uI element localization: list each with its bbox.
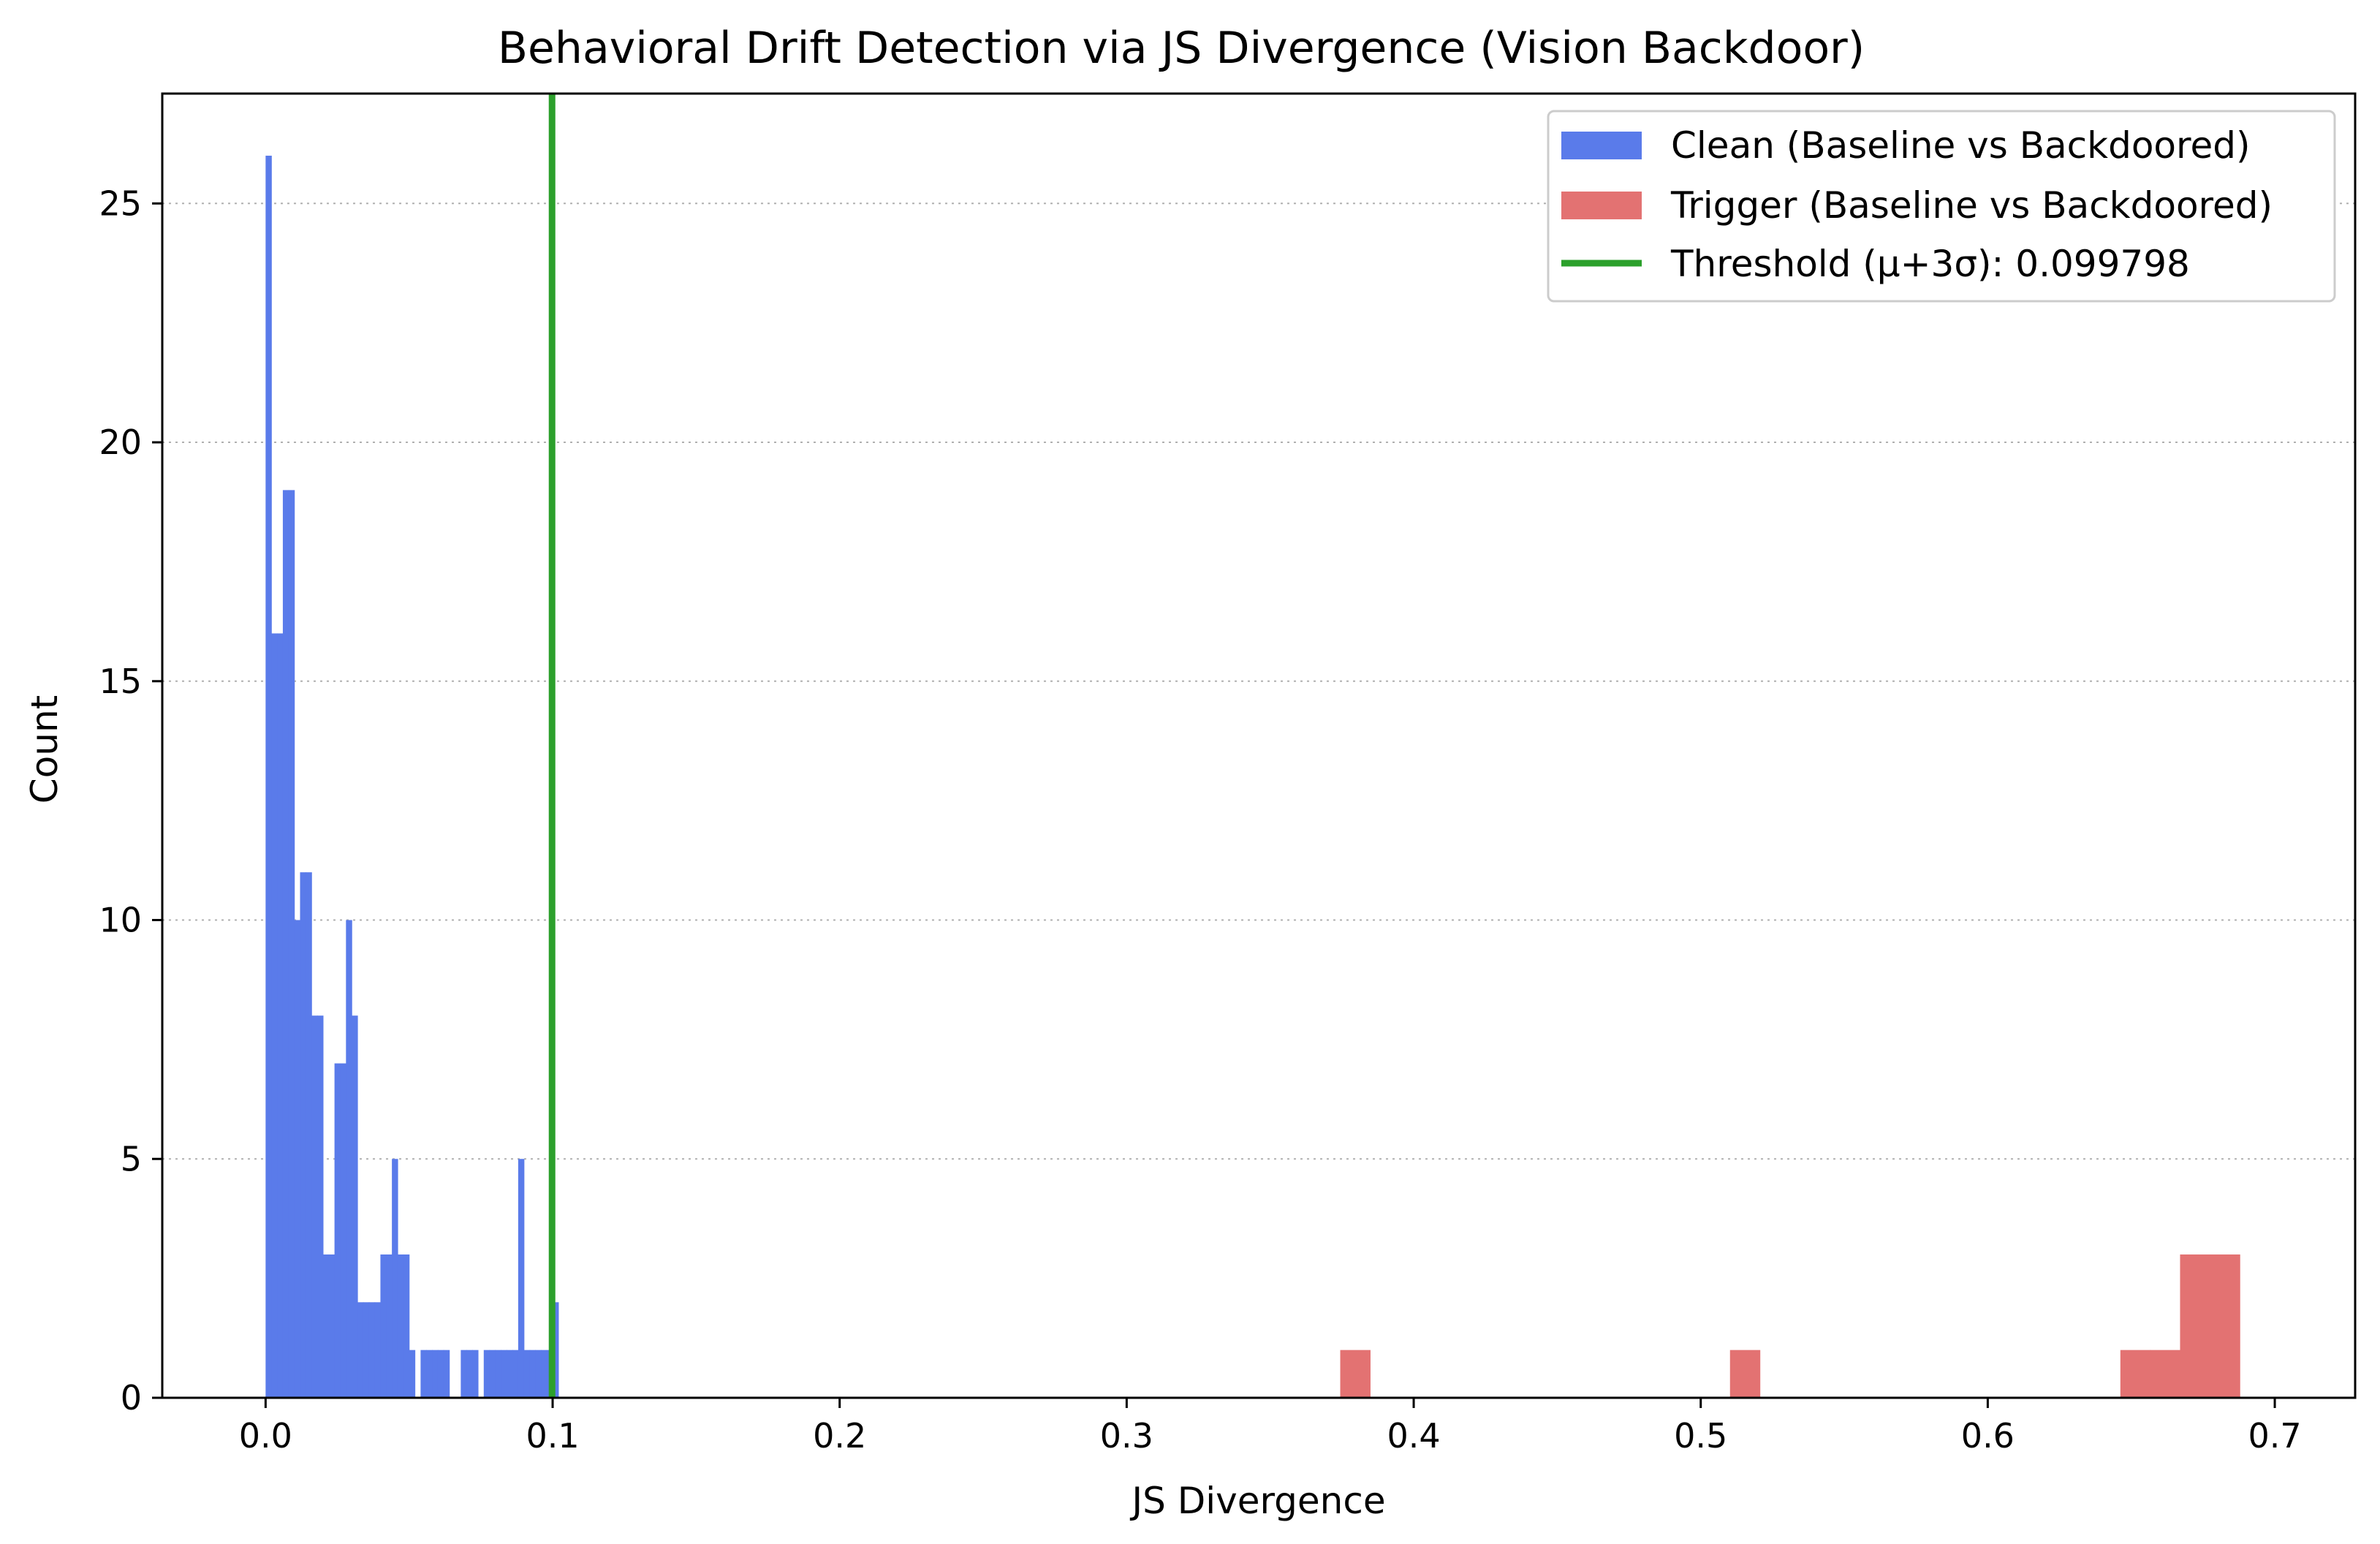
histogram-bar [472,1350,479,1398]
x-tick-label: 0.3 [1100,1416,1153,1456]
histogram-bar [483,1350,490,1398]
histogram-bar [535,1350,542,1398]
histogram-bar [541,1350,547,1398]
histogram-bar [300,872,306,1398]
histogram-bar [317,1015,324,1398]
histogram-bar [328,1254,336,1398]
y-tick-label: 20 [99,423,142,462]
histogram-bar [374,1302,382,1398]
legend-swatch-trigger [1561,192,1642,219]
x-tick-label: 0.4 [1387,1416,1440,1456]
y-tick-label: 25 [99,183,142,223]
histogram-bar [523,1350,531,1398]
y-tick-label: 0 [121,1378,142,1418]
x-axis-label: JS Divergence [1129,1480,1385,1522]
x-tick-label: 0.5 [1674,1416,1727,1456]
legend-label-threshold: Threshold (μ+3σ): 0.099798 [1670,243,2190,285]
histogram-bar [443,1350,450,1398]
histogram-bar [380,1254,387,1398]
histogram-bar [322,1254,330,1398]
histogram-bar [507,1350,513,1398]
histogram-bar [461,1350,467,1398]
histogram-bar [495,1350,501,1398]
histogram-bar [501,1350,507,1398]
x-axis-ticks: 0.0 0.1 0.2 0.3 0.4 0.5 0.6 0.7 [239,1398,2302,1456]
histogram-bar [294,920,301,1398]
histogram-bar [437,1350,444,1398]
legend-swatch-clean [1561,132,1642,159]
histogram-bar [277,633,284,1398]
y-tick-label: 15 [99,662,142,701]
histogram-bar [392,1159,398,1398]
histogram-bar [306,872,312,1398]
histogram-bar [282,490,289,1398]
histogram-bar [426,1350,433,1398]
legend-label-trigger: Trigger (Baseline vs Backdoored) [1670,184,2273,227]
chart-title: Behavioral Drift Detection via JS Diverg… [498,23,1865,74]
legend-frame [1547,110,2336,303]
legend-label-clean: Clean (Baseline vs Backdoored) [1671,124,2250,167]
x-tick-label: 0.6 [1961,1416,2015,1456]
histogram-bar [403,1254,410,1398]
y-axis-ticks: 0 5 10 15 20 25 [99,183,162,1418]
histogram-bar [409,1350,416,1398]
histogram-bar [420,1350,427,1398]
histogram-bar [512,1350,519,1398]
histogram-bar [553,1302,559,1398]
histogram-bar [2180,1254,2210,1398]
y-tick-label: 10 [99,901,142,940]
histogram-bar [466,1350,473,1398]
histogram-bar [311,1015,318,1398]
plot-frame [161,92,2357,1399]
histogram-bar [271,633,278,1398]
histogram-bar [334,1063,341,1398]
y-tick-label: 5 [121,1139,142,1178]
histogram-bar [529,1350,537,1398]
y-grid-lines [162,203,2355,1160]
histogram-bar [2150,1350,2181,1398]
y-axis-label: Count [23,695,66,804]
histogram-bar [2210,1254,2240,1398]
x-tick-label: 0.7 [2248,1416,2301,1456]
histogram-bar [2120,1350,2151,1398]
histogram-bar [288,490,295,1398]
histogram-bar [368,1302,376,1398]
histogram-bar [346,920,352,1398]
x-tick-label: 0.2 [813,1416,866,1456]
trigger-series-bars [1340,1254,2240,1398]
x-tick-label: 0.0 [239,1416,292,1456]
histogram-bar [489,1350,496,1398]
histogram-bar [1729,1350,1761,1398]
histogram-bar [340,1063,346,1398]
histogram-bar [432,1350,439,1398]
histogram-bar [1340,1350,1371,1398]
x-tick-label: 0.1 [526,1416,579,1456]
histogram-bar [397,1254,404,1398]
histogram-bar [518,1159,525,1398]
clean-series-bars [265,155,559,1398]
histogram-bar [363,1302,370,1398]
legend: Clean (Baseline vs Backdoored) Trigger (… [1547,110,2336,303]
histogram-bar [357,1302,364,1398]
histogram-bar [352,1015,358,1398]
histogram-bar [265,155,272,1398]
histogram-bar [386,1254,393,1398]
